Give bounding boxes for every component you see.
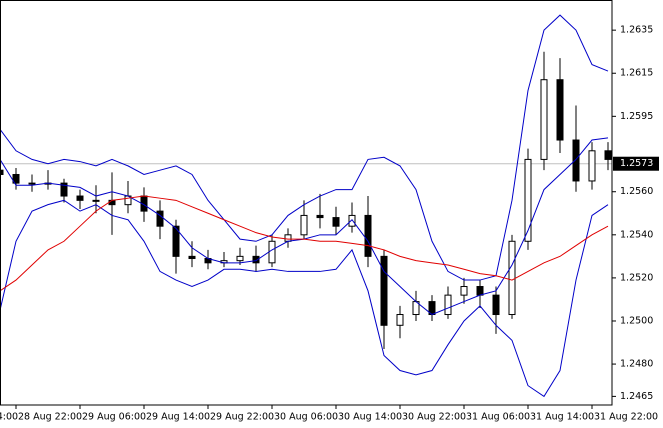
candle-body [572,139,580,182]
y-tick-label: 1.2540 [620,229,653,240]
y-tick-label: 1.2560 [620,186,653,197]
x-tick-label: 28 Aug 14:00 [0,412,18,423]
y-tick-label: 1.2615 [620,68,653,79]
x-tick-label: 30 Aug 14:00 [338,412,402,423]
candle-body [524,158,532,242]
candle-body [236,255,244,262]
candle-body [28,182,36,185]
candle-body [364,214,372,257]
x-tick-label: 30 Aug 22:00 [402,412,466,423]
x-tick-label: 29 Aug 06:00 [82,412,146,423]
x-tick-label: 31 Aug 06:00 [466,412,530,423]
current-price-label: 1.2573 [620,158,653,169]
candle-body [284,234,292,242]
x-tick-label: 29 Aug 22:00 [210,412,274,423]
candle-body [396,314,404,326]
candle-body [604,150,612,160]
candle-body [0,169,4,175]
candle-body [540,79,548,160]
axes: 1.2635 1.2615 1.2595 1.2560 1.2540 1.2520 1.25… [0,25,659,423]
plot-border [0,0,613,406]
candle-body [12,173,20,184]
candle-body [252,255,260,264]
candle-body [172,225,180,257]
candle-body [156,210,164,227]
candle-body [332,217,340,227]
candle-body [108,199,116,206]
candle-body [316,214,324,219]
candle-body [380,255,388,326]
y-tick-label: 1.2520 [620,272,653,283]
y-tick-label: 1.2595 [620,111,653,122]
x-tick-label: 28 Aug 22:00 [18,412,82,423]
candle-body [508,240,516,316]
indicator-line [0,199,609,398]
candle-body [76,195,84,201]
candle-body [300,214,308,236]
candle-body [60,182,68,197]
indicator-line [0,195,609,292]
candle-body [188,255,196,260]
y-tick-label: 1.2635 [620,25,653,36]
y-tick-label: 1.2500 [620,315,653,326]
x-tick-label: 29 Aug 14:00 [146,412,210,423]
candle-body [348,214,356,227]
y-tick-label: 1.2465 [620,391,653,402]
candle-body [588,150,596,182]
candle-body [92,199,100,202]
indicator-line [0,14,609,281]
candle-body [492,294,500,316]
y-tick-label: 1.2480 [620,359,653,370]
current-price-box [613,156,659,171]
candle-body [268,240,276,264]
plot-area [0,14,612,398]
x-tick-label: 30 Aug 06:00 [274,412,338,423]
candle-body [556,79,564,141]
candle-body [460,286,468,296]
candle-body [476,286,484,296]
x-tick-label: 31 Aug 14:00 [530,412,594,423]
x-tick-label: 31 Aug 22:00 [594,412,658,423]
candle-body [444,294,452,316]
